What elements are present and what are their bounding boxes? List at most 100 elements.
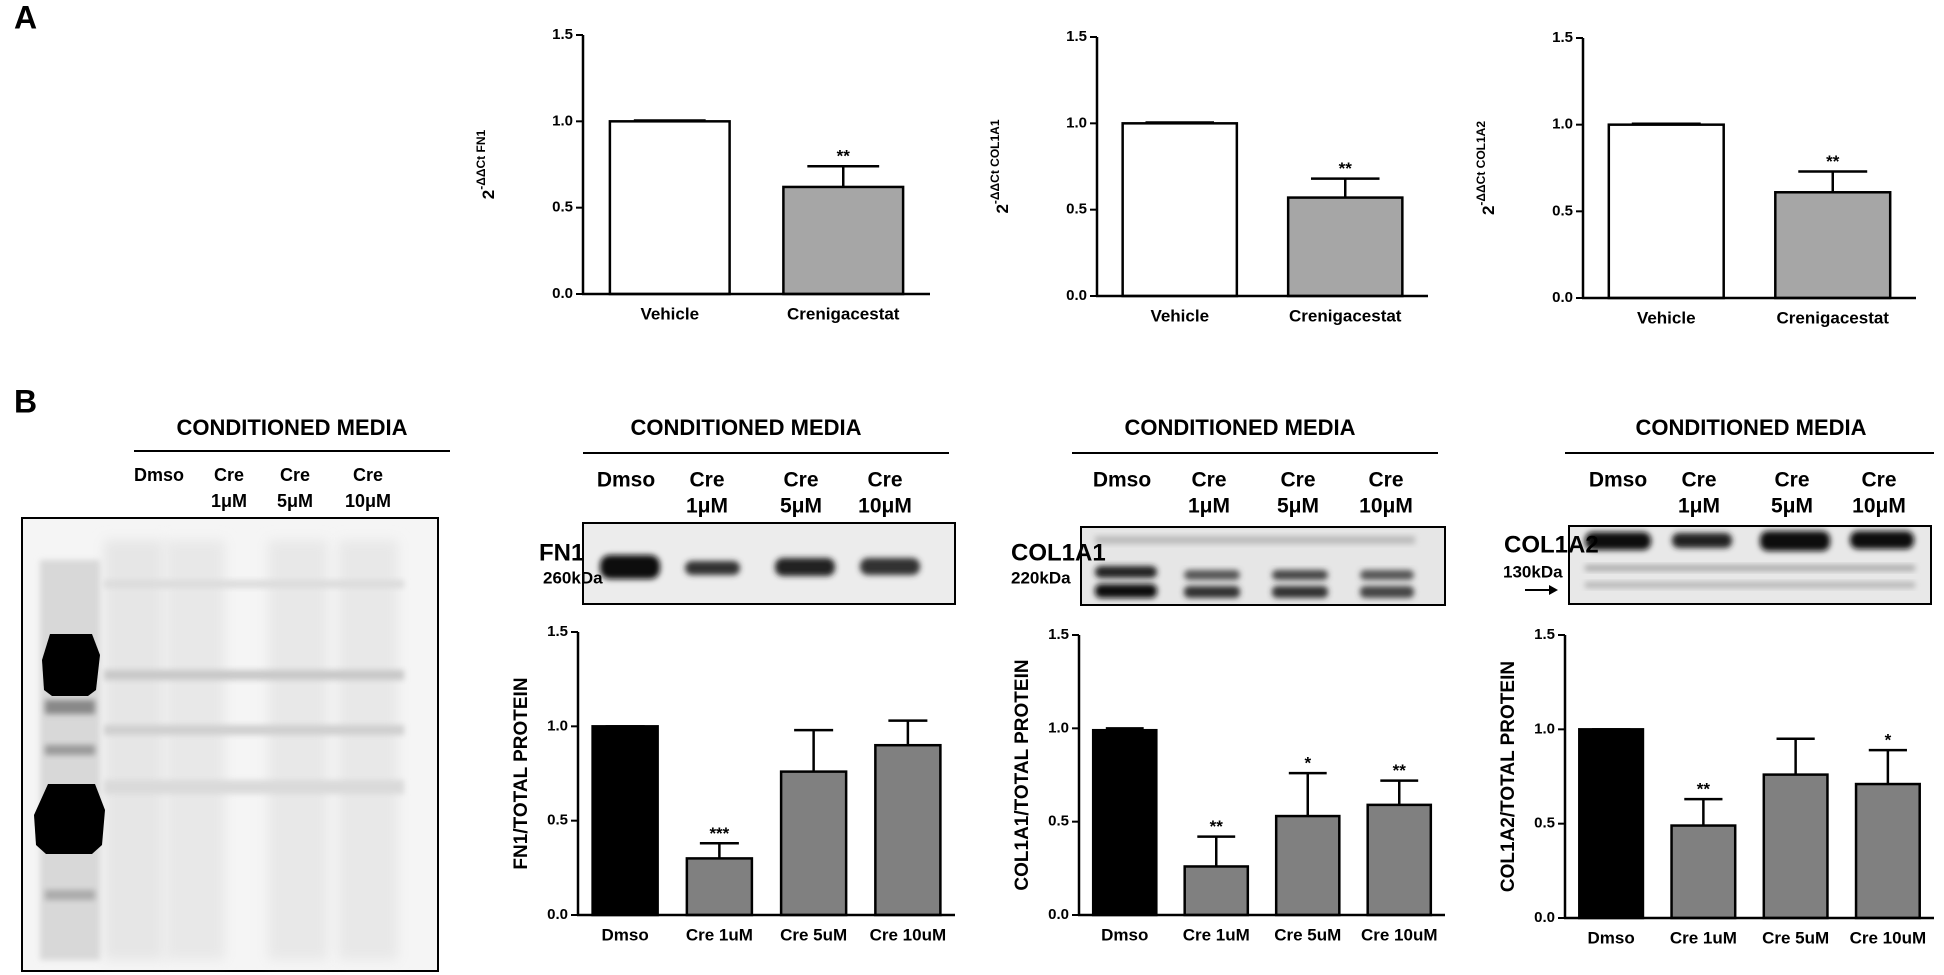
lane-label: 5μM xyxy=(1771,495,1813,518)
y-label-exponent: -ΔΔCt COL1A1 xyxy=(988,119,1002,204)
y-tick-label: 1.0 xyxy=(1534,720,1555,737)
bar xyxy=(591,725,659,917)
lane-label: 5μM xyxy=(1277,495,1319,518)
lane-label: 10μM xyxy=(1852,495,1906,518)
y-tick-label: 0.5 xyxy=(547,812,568,829)
blot-header: CONDITIONED MEDIA xyxy=(631,415,862,440)
y-tick-label: 1.5 xyxy=(552,26,573,43)
panel-label: A xyxy=(14,0,37,35)
bar xyxy=(1854,782,1921,920)
y-label-base: 2 xyxy=(1479,206,1498,215)
lane-label: 5μM xyxy=(780,495,822,518)
lane-label: 1μM xyxy=(1188,495,1230,518)
significance: ** xyxy=(1697,780,1711,799)
y-tick-label: 0.5 xyxy=(1552,202,1573,219)
y-tick-label: 1.0 xyxy=(1048,719,1069,736)
x-tick-label: Cre 10uM xyxy=(870,925,947,944)
lane-label: Cre xyxy=(1861,469,1896,492)
significance: ** xyxy=(1339,159,1353,178)
x-tick-label: Cre 5uM xyxy=(1762,928,1829,947)
bar xyxy=(874,743,942,917)
significance: * xyxy=(1885,731,1892,750)
y-tick-label: 1.0 xyxy=(1066,114,1087,131)
lane-label: Cre xyxy=(1191,469,1226,492)
protein-label: COL1A1 xyxy=(1011,539,1106,566)
bar xyxy=(1286,196,1404,298)
x-tick-label: Cre 1uM xyxy=(686,925,753,944)
y-tick-label: 1.5 xyxy=(1048,626,1069,643)
lane-label: Cre xyxy=(214,465,244,485)
bar xyxy=(1366,803,1433,917)
lane-label: Cre xyxy=(1368,469,1403,492)
bar xyxy=(1607,123,1725,300)
lane-label: Cre xyxy=(280,465,310,485)
significance: ** xyxy=(837,147,851,166)
lane-label: Dmso xyxy=(597,469,655,492)
protein-size: 220kDa xyxy=(1011,568,1071,587)
y-tick-label: 0.5 xyxy=(552,199,573,216)
x-tick-label: Vehicle xyxy=(1150,306,1209,325)
x-tick-label: Cre 10uM xyxy=(1850,928,1927,947)
lane-label: 1μM xyxy=(1678,495,1720,518)
y-tick-label: 0.5 xyxy=(1048,813,1069,830)
bar xyxy=(1762,773,1829,920)
significance: ** xyxy=(1393,761,1407,780)
significance: ** xyxy=(1826,152,1840,171)
y-tick-label: 0.0 xyxy=(1048,906,1069,923)
x-tick-label: Crenigacestat xyxy=(1289,306,1402,325)
lane-label: 5μM xyxy=(277,491,313,511)
x-tick-label: Dmso xyxy=(602,925,649,944)
x-tick-label: Cre 10uM xyxy=(1361,925,1438,944)
blot-header: CONDITIONED MEDIA xyxy=(1636,415,1867,440)
lane-label: Cre xyxy=(1681,469,1716,492)
lane-label: 1μM xyxy=(211,491,247,511)
x-tick-label: Cre 5uM xyxy=(1274,925,1341,944)
col1a2-blot xyxy=(1525,525,1932,605)
bar xyxy=(1183,865,1250,917)
y-tick-label: 0.0 xyxy=(1552,289,1573,306)
significance: ** xyxy=(1210,817,1224,836)
y-axis-label: FN1/TOTAL PROTEIN xyxy=(511,677,532,869)
y-axis-label: COL1A1/TOTAL PROTEIN xyxy=(1012,659,1033,890)
bar xyxy=(1774,191,1892,300)
x-tick-label: Crenigacestat xyxy=(787,304,900,323)
x-tick-label: Vehicle xyxy=(640,304,699,323)
total-protein-blot xyxy=(21,517,439,972)
y-tick-label: 1.5 xyxy=(1534,626,1555,643)
lane-label: Cre xyxy=(353,465,383,485)
blot-header: CONDITIONED MEDIA xyxy=(1125,415,1356,440)
protein-label: COL1A2 xyxy=(1504,531,1599,558)
x-tick-label: Cre 1uM xyxy=(1183,925,1250,944)
y-tick-label: 1.5 xyxy=(547,623,568,640)
y-label-base: 2 xyxy=(993,204,1012,213)
lane-label: 10μM xyxy=(858,495,912,518)
bar xyxy=(779,770,848,917)
y-tick-label: 0.0 xyxy=(547,906,568,923)
lane-label: 1μM xyxy=(686,495,728,518)
x-tick-label: Dmso xyxy=(1101,925,1148,944)
x-tick-label: Crenigacestat xyxy=(1777,308,1890,327)
significance: * xyxy=(1304,754,1311,773)
y-axis-label: 2-ΔΔCt COL1A1 xyxy=(988,119,1012,213)
y-tick-label: 1.0 xyxy=(1552,116,1573,133)
lane-label: Dmso xyxy=(1093,469,1151,492)
col1a1-blot xyxy=(1080,526,1446,606)
y-tick-label: 1.5 xyxy=(1066,28,1087,45)
y-tick-label: 0.5 xyxy=(1534,815,1555,832)
bar xyxy=(1091,728,1158,917)
blot-header: CONDITIONED MEDIA xyxy=(177,415,408,440)
lane-label: Cre xyxy=(689,469,724,492)
y-tick-label: 1.5 xyxy=(1552,29,1573,46)
lane-label: Cre xyxy=(1774,469,1809,492)
y-axis-label: 2-ΔΔCt COL1A2 xyxy=(1474,121,1498,215)
protein-size: 260kDa xyxy=(543,568,603,587)
y-tick-label: 0.0 xyxy=(552,285,573,302)
protein-label: FN1 xyxy=(539,539,584,566)
bar xyxy=(1274,814,1341,917)
y-tick-label: 1.0 xyxy=(552,112,573,129)
bar xyxy=(1578,728,1645,920)
y-tick-label: 0.5 xyxy=(1066,201,1087,218)
panel-label: B xyxy=(14,383,37,419)
bar xyxy=(782,185,905,296)
